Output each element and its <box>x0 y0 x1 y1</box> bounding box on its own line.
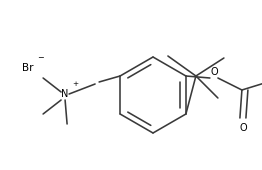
Text: O: O <box>239 123 247 133</box>
Text: O: O <box>210 67 218 77</box>
Text: +: + <box>72 81 78 87</box>
Text: Br: Br <box>22 63 34 73</box>
Text: N: N <box>61 89 69 99</box>
Text: −: − <box>37 54 44 63</box>
